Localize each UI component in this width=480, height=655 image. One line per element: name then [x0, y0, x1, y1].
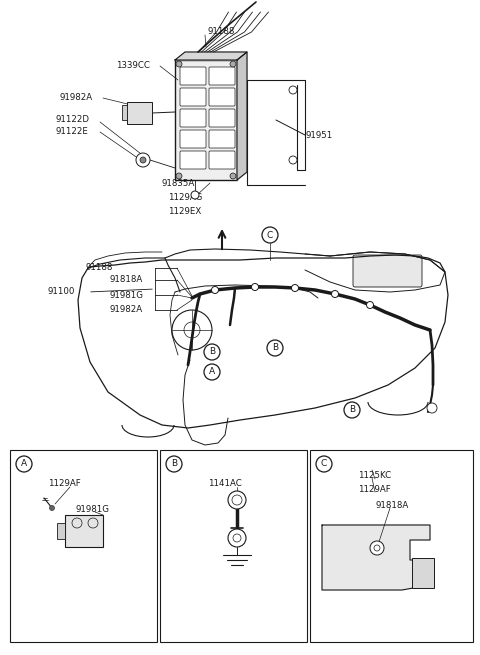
- Text: 91100: 91100: [48, 288, 75, 297]
- Circle shape: [140, 157, 146, 163]
- Text: 91981G: 91981G: [75, 506, 109, 514]
- Text: C: C: [321, 460, 327, 468]
- Text: 91835A: 91835A: [162, 179, 195, 187]
- Bar: [57, 523, 65, 539]
- FancyBboxPatch shape: [180, 151, 206, 169]
- Circle shape: [204, 364, 220, 380]
- FancyBboxPatch shape: [209, 130, 235, 148]
- Circle shape: [212, 286, 218, 293]
- Bar: [127, 102, 152, 124]
- Polygon shape: [237, 52, 247, 180]
- FancyBboxPatch shape: [209, 67, 235, 85]
- Text: 1125KC: 1125KC: [358, 472, 391, 481]
- Circle shape: [49, 506, 55, 510]
- Text: 91981G: 91981G: [110, 291, 144, 299]
- FancyBboxPatch shape: [209, 109, 235, 127]
- Circle shape: [427, 403, 437, 413]
- Text: 1129AG: 1129AG: [168, 193, 203, 202]
- Circle shape: [344, 402, 360, 418]
- FancyBboxPatch shape: [180, 130, 206, 148]
- Circle shape: [191, 191, 199, 199]
- Bar: [175, 60, 237, 180]
- Circle shape: [262, 227, 278, 243]
- Circle shape: [228, 491, 246, 509]
- Text: 91188: 91188: [85, 263, 112, 272]
- Text: B: B: [209, 348, 215, 356]
- Text: A: A: [209, 367, 215, 377]
- Circle shape: [252, 284, 259, 291]
- Text: 91122D: 91122D: [55, 115, 89, 124]
- Polygon shape: [322, 525, 430, 590]
- Text: 91818A: 91818A: [110, 276, 143, 284]
- Text: 91122E: 91122E: [55, 128, 88, 136]
- Text: C: C: [267, 231, 273, 240]
- Circle shape: [228, 529, 246, 547]
- Text: 1339CC: 1339CC: [116, 62, 150, 71]
- FancyBboxPatch shape: [209, 151, 235, 169]
- Circle shape: [204, 344, 220, 360]
- Text: B: B: [272, 343, 278, 352]
- Text: 91982A: 91982A: [60, 94, 93, 102]
- Circle shape: [370, 541, 384, 555]
- Circle shape: [289, 156, 297, 164]
- FancyBboxPatch shape: [180, 88, 206, 106]
- Text: 1141AC: 1141AC: [208, 479, 242, 489]
- Text: 91188: 91188: [207, 28, 234, 37]
- Circle shape: [166, 456, 182, 472]
- Circle shape: [176, 173, 182, 179]
- Circle shape: [267, 340, 283, 356]
- Circle shape: [176, 61, 182, 67]
- Text: 1129AF: 1129AF: [358, 485, 391, 493]
- Circle shape: [367, 301, 373, 309]
- Text: 1129EX: 1129EX: [168, 206, 201, 215]
- FancyBboxPatch shape: [180, 109, 206, 127]
- Circle shape: [291, 284, 299, 291]
- Circle shape: [316, 456, 332, 472]
- FancyBboxPatch shape: [353, 255, 422, 287]
- Polygon shape: [175, 52, 247, 60]
- Bar: [412, 558, 434, 588]
- Circle shape: [230, 61, 236, 67]
- Circle shape: [136, 153, 150, 167]
- Bar: [310, 450, 473, 642]
- Text: B: B: [349, 405, 355, 415]
- FancyBboxPatch shape: [209, 88, 235, 106]
- Circle shape: [16, 456, 32, 472]
- Circle shape: [289, 86, 297, 94]
- Text: 91982A: 91982A: [110, 305, 143, 314]
- Text: 91951: 91951: [305, 130, 332, 140]
- Bar: [160, 450, 307, 642]
- Circle shape: [332, 291, 338, 297]
- Text: 91818A: 91818A: [375, 502, 408, 510]
- Text: A: A: [21, 460, 27, 468]
- Bar: [65, 515, 103, 547]
- FancyBboxPatch shape: [180, 67, 206, 85]
- Bar: [10, 450, 157, 642]
- Text: B: B: [171, 460, 177, 468]
- Bar: [122, 105, 127, 120]
- Circle shape: [230, 173, 236, 179]
- Text: 1129AF: 1129AF: [48, 479, 81, 489]
